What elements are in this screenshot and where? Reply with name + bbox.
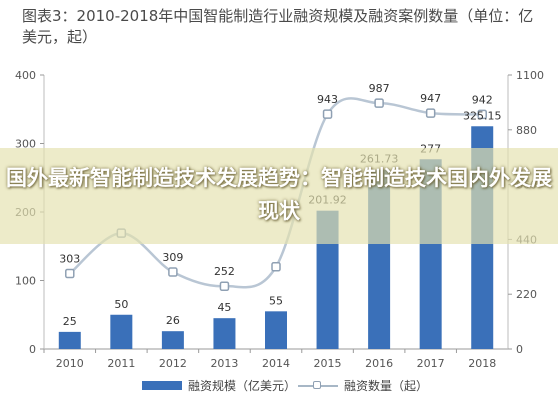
y-left-tick-label: 0 [29, 343, 36, 356]
legend-item-line: 融资数量（起） [298, 376, 428, 396]
line-value-label: 303 [59, 253, 80, 266]
watermark-banner [0, 148, 558, 244]
bar-value-label: 26 [166, 314, 180, 327]
x-tick-label: 2013 [210, 357, 238, 370]
legend-label-line: 融资数量（起） [344, 379, 429, 393]
bar [316, 210, 339, 349]
line-value-label: 942 [472, 93, 493, 106]
x-tick-label: 2018 [468, 357, 496, 370]
x-tick-label: 2014 [262, 357, 290, 370]
x-tick-label: 2012 [159, 357, 187, 370]
bar [213, 318, 236, 349]
line-point [65, 268, 75, 279]
bar-value-label: 325.15 [463, 109, 502, 122]
bar [58, 331, 81, 349]
y-left-tick-label: 300 [15, 138, 36, 151]
line-point [168, 267, 178, 277]
x-tick-label: 2015 [314, 357, 342, 370]
line-point [322, 109, 333, 119]
bar-value-label: 25 [63, 315, 77, 328]
x-tick-label: 2011 [107, 357, 135, 370]
line-point [219, 281, 230, 291]
bar [265, 311, 287, 349]
line-value-label: 987 [369, 82, 390, 95]
legend-item-bar: 融资规模（亿美元） [142, 376, 296, 396]
bar-value-label: 45 [217, 301, 231, 314]
x-tick-label: 2016 [365, 357, 393, 370]
x-tick-label: 2010 [56, 357, 84, 370]
y-left-tick-label: 100 [15, 275, 36, 288]
legend: 融资规模（亿美元） 融资数量（起） [0, 376, 558, 396]
y-right-tick-label: 880 [516, 124, 537, 137]
chart-title: 图表3：2010-2018年中国智能制造行业融资规模及融资案例数量（单位：亿美元… [22, 7, 534, 46]
x-tick-label: 2017 [417, 357, 445, 370]
legend-label-bar: 融资规模（亿美元） [188, 379, 297, 393]
bar-value-label: 50 [114, 298, 128, 311]
line-value-label: 252 [214, 265, 235, 278]
legend-swatch-bar [142, 381, 182, 390]
bar [161, 331, 184, 349]
y-right-tick-label: 220 [516, 288, 537, 301]
bar-value-label: 55 [269, 294, 283, 307]
line-value-label: 943 [317, 93, 338, 106]
y-right-tick-label: 0 [516, 343, 523, 356]
line-point [271, 262, 281, 272]
y-right-tick-label: 1100 [516, 69, 544, 82]
line-value-label: 309 [162, 251, 183, 264]
banner-text: 国外最新智能制造技术发展趋势：智能制造技术国内外发展现状 [6, 166, 552, 223]
y-left-tick-label: 400 [15, 69, 36, 82]
line-point [477, 109, 487, 120]
legend-marker-line [313, 381, 321, 389]
line-point [374, 98, 384, 108]
line-value-label: 947 [420, 92, 441, 105]
line-point [425, 108, 436, 118]
bar [110, 314, 133, 349]
